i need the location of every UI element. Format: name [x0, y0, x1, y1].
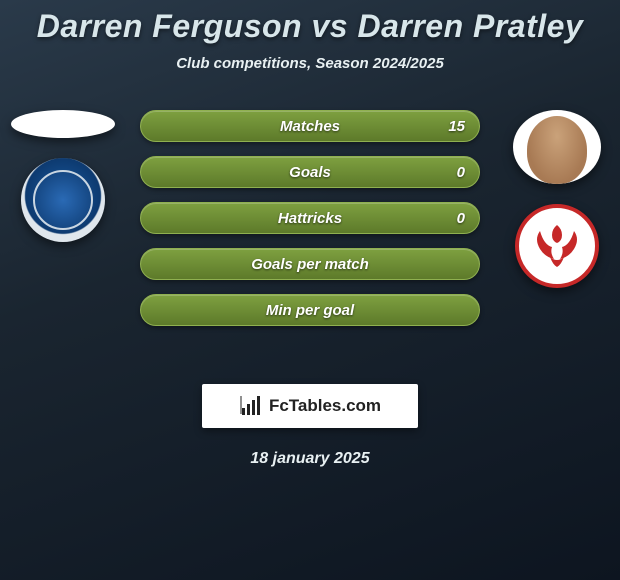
player-right-avatar — [513, 110, 601, 184]
stat-row-goals: Goals 0 — [140, 156, 480, 188]
stat-label: Goals — [289, 164, 331, 181]
watermark: FcTables.com — [202, 384, 418, 428]
page-title: Darren Ferguson vs Darren Pratley — [0, 0, 620, 45]
stat-right-value: 0 — [457, 203, 465, 235]
club-right-badge — [515, 204, 599, 288]
stat-right-value: 0 — [457, 157, 465, 189]
stat-row-matches: Matches 15 — [140, 110, 480, 142]
stat-label: Goals per match — [251, 256, 369, 273]
watermark-text: FcTables.com — [269, 396, 381, 416]
club-left-badge-inner — [33, 170, 93, 230]
player-right-face — [527, 116, 587, 184]
chart-icon — [239, 394, 263, 418]
subtitle: Club competitions, Season 2024/2025 — [0, 55, 620, 72]
stat-label: Min per goal — [266, 302, 354, 319]
date-text: 18 january 2025 — [0, 450, 620, 468]
player-left-column — [8, 110, 118, 242]
comparison-content: Matches 15 Goals 0 Hattricks 0 Goals per… — [0, 110, 620, 370]
stat-label: Hattricks — [278, 210, 342, 227]
stat-row-min-per-goal: Min per goal — [140, 294, 480, 326]
stats-list: Matches 15 Goals 0 Hattricks 0 Goals per… — [140, 110, 480, 326]
stat-row-hattricks: Hattricks 0 — [140, 202, 480, 234]
dragon-icon — [522, 211, 592, 281]
club-left-badge — [21, 158, 105, 242]
stat-row-goals-per-match: Goals per match — [140, 248, 480, 280]
player-left-avatar — [11, 110, 115, 138]
stat-right-value: 15 — [448, 111, 465, 143]
stat-label: Matches — [280, 118, 340, 135]
player-right-column — [502, 110, 612, 288]
